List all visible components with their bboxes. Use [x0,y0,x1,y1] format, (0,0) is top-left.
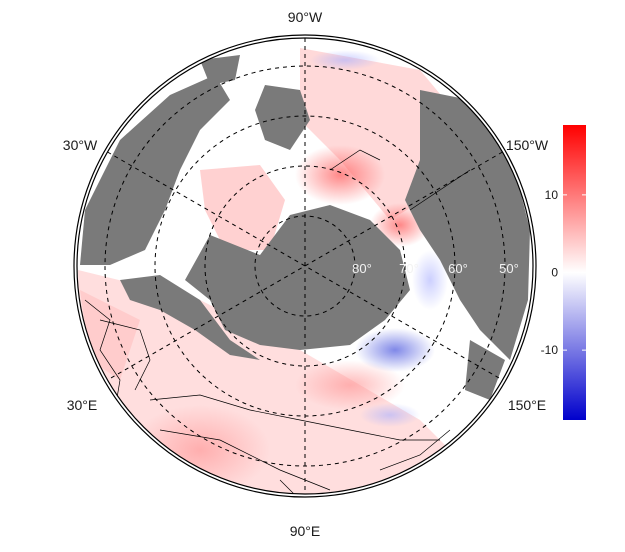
lat-label-80: 80° [352,261,372,276]
atlantic-nodata [80,75,230,265]
warm-blob-central-asia [130,405,270,494]
lon-label-30e: 30°E [67,397,98,413]
lon-label-90w: 90°W [288,9,323,25]
lat-label-70: 70° [399,261,419,276]
baltic-nodata [120,275,260,360]
cool-blob-east-siberia [355,328,435,372]
warm-blob-archipelago [295,145,385,205]
colorbar-gradient [563,125,586,420]
lat-label-50: 50° [499,261,519,276]
colorbar-tick-label: -10 [541,343,559,357]
labrador-nodata [200,55,240,85]
cool-blob-canada [310,50,380,70]
lon-label-150w: 150°W [506,137,549,153]
lon-label-30w: 30°W [63,137,98,153]
arctic-ocean-nodata [185,205,410,350]
warm-blob-siberia [295,360,405,410]
colorbar-tick-label: 10 [545,188,559,202]
anomaly-field [78,48,530,494]
cool-blob-bering [412,250,448,310]
parallel-70 [204,165,406,367]
map-border-outer [73,34,537,498]
map-border-inner [76,37,534,495]
anomaly-greenland [200,165,285,250]
lat-label-60: 60° [448,261,468,276]
colorbar-tick-label: 0 [551,266,558,280]
lon-label-90e: 90°E [290,523,321,539]
graticule [104,38,506,494]
pacific-nodata [405,90,530,360]
lon-label-150e: 150°E [508,397,546,413]
colorbar: 10 0 -10 [541,125,586,420]
colorbar-ticks: 10 0 -10 [541,188,586,357]
cool-blob-far-east [360,403,420,427]
